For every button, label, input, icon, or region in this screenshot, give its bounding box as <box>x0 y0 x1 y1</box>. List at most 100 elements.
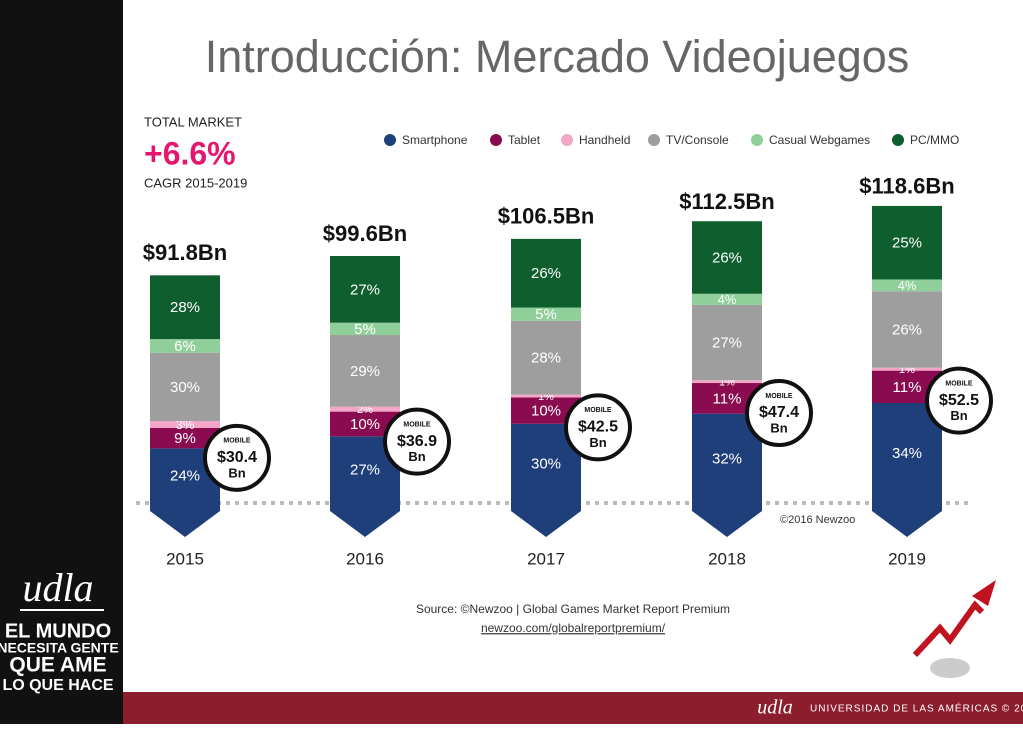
bar-segment <box>872 367 942 371</box>
segment-label: 27% <box>350 281 380 298</box>
mobile-value: $42.5 <box>578 419 618 436</box>
mobile-label: MOBILE <box>945 380 973 387</box>
mobile-unit: Bn <box>770 420 787 435</box>
mobile-badge <box>203 423 271 492</box>
mobile-label: MOBILE <box>223 438 251 445</box>
bar-stack: 24%9%3%30%6%28% <box>150 275 220 537</box>
segment-label: 11% <box>893 379 922 396</box>
bar-segment <box>150 275 220 340</box>
segment-label: 9% <box>174 430 196 447</box>
year-label: 2017 <box>527 549 565 568</box>
mobile-label: MOBILE <box>403 421 431 428</box>
segment-label: 24% <box>170 468 200 485</box>
bar-segment <box>330 322 400 336</box>
legend-marker <box>751 134 763 146</box>
segment-label: 32% <box>712 450 742 467</box>
segment-label: 11% <box>713 390 742 407</box>
bar-segment <box>330 335 400 407</box>
bar-segment <box>872 279 942 292</box>
segment-label: 2% <box>357 404 373 416</box>
bar-segment <box>150 352 220 422</box>
mobile-unit: Bn <box>589 435 606 450</box>
segment-label: 10% <box>350 416 380 433</box>
mobile-badge <box>564 393 632 462</box>
segment-label: 29% <box>350 363 380 380</box>
bar-segment <box>511 238 581 308</box>
bar-chevron <box>330 503 400 537</box>
total-label: $118.6Bn <box>859 174 954 199</box>
legend-label: Smartphone <box>402 133 468 147</box>
segment-label: 30% <box>531 455 561 472</box>
source: Source: ©Newzoo | Global Games Market Re… <box>416 602 730 616</box>
segment-label: 30% <box>170 379 200 396</box>
mobile-badge <box>383 407 451 476</box>
legend-marker <box>384 134 396 146</box>
mobile-value: $52.5 <box>939 392 979 409</box>
total-label: $106.5Bn <box>498 204 595 229</box>
sidebar-logo: udla <box>22 565 93 610</box>
bar-segment <box>511 307 581 321</box>
segment-label: 4% <box>718 292 737 307</box>
bar-segment <box>872 205 942 280</box>
segment-label: 34% <box>892 445 922 462</box>
footer-logo: udla <box>757 697 793 719</box>
source-url: newzoo.com/globalreportpremium/ <box>481 621 666 635</box>
sidebar <box>0 0 123 724</box>
legend-label: PC/MMO <box>910 133 959 147</box>
year-label: 2016 <box>346 549 384 568</box>
bar-chevron <box>692 503 762 537</box>
segment-label: 25% <box>892 235 922 252</box>
slogan: LO QUE HACE <box>2 677 113 694</box>
mobile-value: $47.4 <box>759 404 799 421</box>
bar-stack: 30%10%1%28%5%26% <box>511 238 581 537</box>
mobile-unit: Bn <box>228 465 245 480</box>
bar-segment <box>150 421 220 428</box>
segment-label: 6% <box>174 338 196 355</box>
kpi-value: +6.6% <box>144 135 236 171</box>
kpi-note: CAGR 2015-2019 <box>144 175 247 190</box>
segment-label: 5% <box>354 321 376 338</box>
slogan: NECESITA GENTE <box>0 640 119 656</box>
bar-segment <box>692 304 762 381</box>
bar-segment <box>330 255 400 323</box>
mobile-badge <box>745 379 813 448</box>
bar-stack: 27% 10%2% 29% 5% 27% <box>330 255 400 537</box>
total-label: $91.8Bn <box>143 240 227 265</box>
legend-label: Tablet <box>508 133 541 147</box>
mobile-label: MOBILE <box>765 393 793 400</box>
year-label: 2019 <box>888 549 926 568</box>
mobile-badge <box>925 366 993 435</box>
bar-stack: 34%11%1%26%4%25% <box>872 205 942 537</box>
year-label: 2015 <box>166 549 204 568</box>
mobile-unit: Bn <box>408 449 425 464</box>
legend-label: Handheld <box>579 133 630 147</box>
mobile-value: $30.4 <box>217 449 257 466</box>
year-label: 2018 <box>708 549 746 568</box>
total-label: $112.5Bn <box>679 189 774 214</box>
legend-label: Casual Webgames <box>769 133 870 147</box>
segment-label: 4% <box>898 278 917 293</box>
mobile-unit: Bn <box>950 408 967 423</box>
segment-label: 28% <box>531 350 561 367</box>
segment-label: 26% <box>892 321 922 338</box>
bar-segment <box>692 221 762 294</box>
dollar-icon <box>930 658 970 678</box>
footer-text: UNIVERSIDAD DE LAS AMÉRICAS © 2016 <box>810 702 1023 715</box>
mobile-label: MOBILE <box>584 407 612 414</box>
kpi-label: TOTAL MARKET <box>144 114 242 129</box>
bar-segment <box>511 394 581 398</box>
bar-segment <box>692 293 762 305</box>
bar-chevron <box>872 503 942 537</box>
legend-marker <box>648 134 660 146</box>
mobile-value: $36.9 <box>397 433 437 450</box>
segment-label: 26% <box>712 249 742 266</box>
bar-chevron <box>511 503 581 537</box>
legend-marker <box>490 134 502 146</box>
bar-segment <box>150 427 220 449</box>
segment-label: 27% <box>350 462 380 479</box>
segment-label: 5% <box>535 306 557 323</box>
slogan: EL MUNDO <box>5 620 111 642</box>
